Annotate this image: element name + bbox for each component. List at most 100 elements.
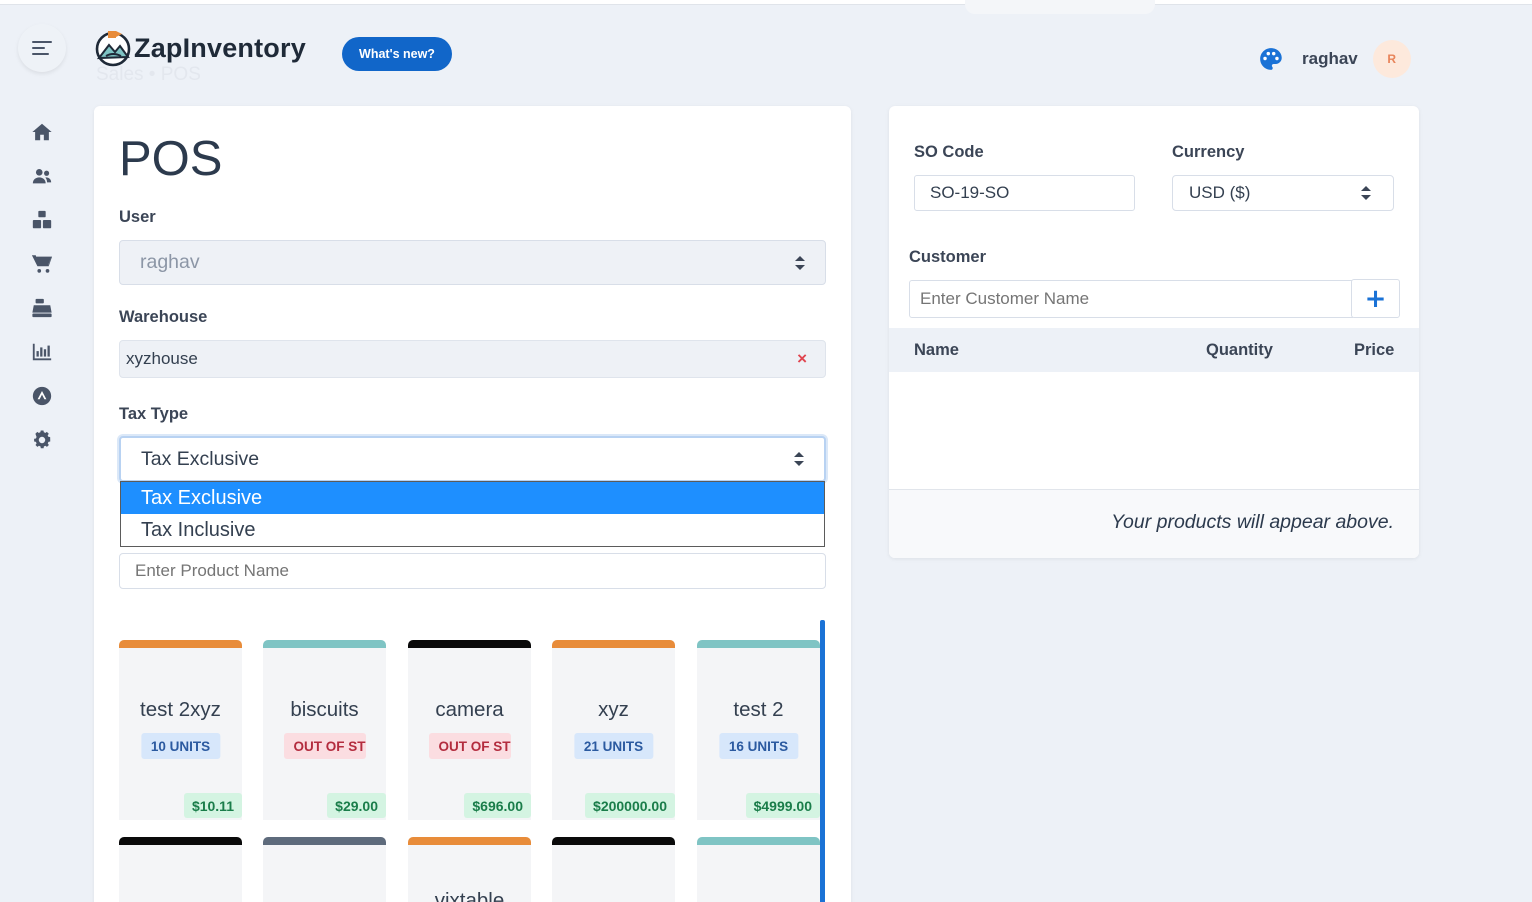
product-color-bar xyxy=(263,640,386,648)
product-card[interactable]: camera OUT OF ST $696.00 xyxy=(408,640,531,820)
warehouse-select[interactable]: xyzhouse × xyxy=(119,340,826,378)
product-color-bar xyxy=(697,640,820,648)
tax-type-label: Tax Type xyxy=(119,405,189,423)
product-search-input[interactable] xyxy=(119,553,826,589)
select-caret-icon xyxy=(794,452,804,466)
product-color-bar xyxy=(552,837,675,845)
currency-label: Currency xyxy=(1172,143,1245,161)
price-badge: $200000.00 xyxy=(585,793,675,818)
sidebar-item-settings[interactable] xyxy=(28,426,56,454)
price-badge: $696.00 xyxy=(464,793,531,818)
stock-badge: OUT OF ST xyxy=(428,733,511,759)
sidebar-item-home[interactable] xyxy=(28,118,56,146)
column-header-quantity: Quantity xyxy=(1206,341,1273,359)
so-code-label: SO Code xyxy=(914,143,984,161)
app-store-icon xyxy=(32,386,52,406)
column-header-name: Name xyxy=(914,341,959,359)
zapinventory-logo-icon xyxy=(95,31,131,67)
column-header-price: Price xyxy=(1354,341,1395,359)
order-summary-card: SO Code Currency USD ($) Customer + Name… xyxy=(889,106,1419,558)
customer-label: Customer xyxy=(909,248,987,266)
product-card[interactable]: test 2 16 UNITS $4999.00 xyxy=(697,640,820,820)
sidebar-item-pos[interactable] xyxy=(28,294,56,322)
palette-icon[interactable] xyxy=(1258,46,1284,72)
product-name: test 2xyz xyxy=(140,698,221,721)
currency-select[interactable]: USD ($) xyxy=(1172,175,1394,211)
users-icon xyxy=(32,169,52,184)
menu-toggle-button[interactable] xyxy=(18,24,66,72)
sidebar-item-apps[interactable] xyxy=(28,382,56,410)
product-card[interactable]: test 2xyz 10 UNITS $10.11 xyxy=(119,640,242,820)
product-name: camera xyxy=(435,698,504,721)
product-card[interactable]: biscuits OUT OF ST $29.00 xyxy=(263,640,386,820)
tax-type-value: Tax Exclusive xyxy=(141,447,260,470)
product-name: vixtable xyxy=(434,889,505,902)
user-select[interactable]: raghav xyxy=(119,240,826,285)
product-grid-scrollbar[interactable] xyxy=(820,620,825,902)
warehouse-value: xyzhouse xyxy=(126,349,198,368)
product-color-bar xyxy=(408,640,531,648)
product-color-bar xyxy=(263,837,386,845)
sidebar-item-reports[interactable] xyxy=(28,338,56,366)
avatar[interactable]: R xyxy=(1372,40,1411,78)
product-color-bar xyxy=(552,640,675,648)
user-menu[interactable]: raghav R xyxy=(1258,40,1411,78)
sidebar-item-customers[interactable] xyxy=(28,162,56,190)
product-card[interactable]: xyz 21 UNITS $200000.00 xyxy=(552,640,675,820)
currency-value: USD ($) xyxy=(1189,183,1251,202)
sidebar-item-sales[interactable] xyxy=(28,250,56,278)
product-color-bar xyxy=(119,640,242,648)
product-card[interactable]: vixtable xyxy=(408,837,531,902)
product-card[interactable] xyxy=(119,837,242,902)
so-code-input[interactable] xyxy=(914,175,1135,211)
stock-badge: 21 UNITS xyxy=(573,733,654,759)
price-badge: $4999.00 xyxy=(745,793,820,818)
sidebar-item-inventory[interactable] xyxy=(28,206,56,234)
customer-input[interactable] xyxy=(909,280,1353,318)
tax-type-select[interactable]: Tax Exclusive xyxy=(119,436,826,482)
stock-badge: 10 UNITS xyxy=(140,733,221,759)
cash-register-icon xyxy=(32,298,52,318)
breadcrumb: Sales • POS xyxy=(96,64,201,85)
brand-logo[interactable]: ZapInventory xyxy=(94,28,306,68)
product-card[interactable] xyxy=(263,837,386,902)
tax-option-inclusive[interactable]: Tax Inclusive xyxy=(141,518,256,541)
top-border xyxy=(0,0,1532,14)
clear-icon[interactable]: × xyxy=(797,349,807,368)
product-color-bar xyxy=(697,837,820,845)
product-color-bar xyxy=(119,837,242,845)
user-label: User xyxy=(119,208,156,226)
tax-type-dropdown: Tax Exclusive Tax Inclusive xyxy=(120,481,825,547)
select-caret-icon xyxy=(795,255,805,270)
whats-new-button[interactable]: What's new? xyxy=(342,37,452,71)
top-tab xyxy=(965,0,1155,14)
cart-icon xyxy=(31,255,53,273)
stock-badge: 16 UNITS xyxy=(718,733,799,759)
order-table-header: Name Quantity Price xyxy=(889,328,1419,372)
plus-icon: + xyxy=(1364,283,1387,314)
product-name: xyz xyxy=(598,698,629,721)
gear-icon xyxy=(34,430,51,449)
page-title: POS xyxy=(119,132,223,186)
price-badge: $29.00 xyxy=(327,793,386,818)
stock-badge: OUT OF ST xyxy=(283,733,366,759)
user-name[interactable]: raghav xyxy=(1302,49,1358,68)
order-table-footer: Your products will appear above. xyxy=(889,489,1419,558)
empty-products-message: Your products will appear above. xyxy=(1111,511,1394,533)
add-customer-button[interactable]: + xyxy=(1351,279,1400,318)
product-name: biscuits xyxy=(290,698,359,721)
product-card[interactable] xyxy=(552,837,675,902)
product-card[interactable] xyxy=(697,837,820,902)
home-icon xyxy=(32,123,52,141)
brand-name: ZapInventory xyxy=(134,32,306,63)
price-badge: $10.11 xyxy=(183,793,242,818)
chart-bar-icon xyxy=(32,343,52,361)
tax-option-exclusive[interactable]: Tax Exclusive xyxy=(121,482,824,514)
boxes-icon xyxy=(32,210,52,229)
hamburger-icon xyxy=(32,37,52,59)
select-caret-icon xyxy=(1361,186,1371,200)
sidebar xyxy=(28,118,56,470)
product-name: test 2 xyxy=(733,698,784,721)
warehouse-label: Warehouse xyxy=(119,308,208,326)
user-select-value: raghav xyxy=(140,251,200,273)
